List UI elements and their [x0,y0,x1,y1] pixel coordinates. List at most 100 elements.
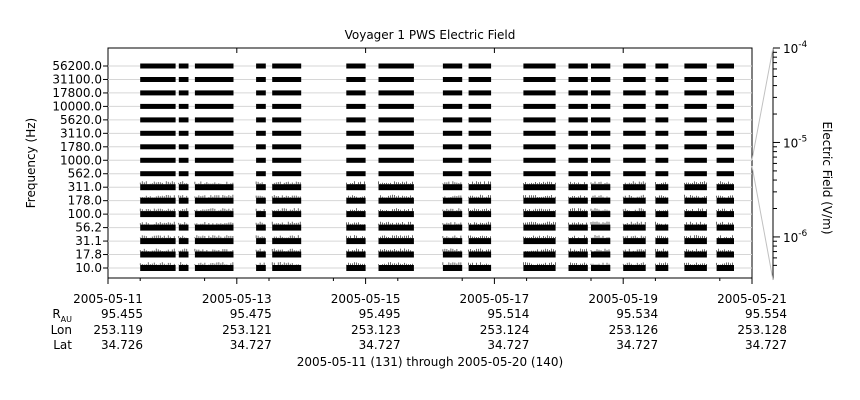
data-bar [568,238,588,245]
data-bar [655,63,669,69]
colorbar: 10-410-510-6 Electric Field (V/m) [751,40,834,281]
y-tick-label: 56200.0 [52,59,102,73]
data-bar [468,265,492,271]
data-bar-fringe [568,235,587,239]
data-bar-fringe [178,208,188,212]
data-bar-fringe [684,262,707,265]
data-bar [194,197,234,204]
y-axis-label: Frequency (Hz) [24,118,38,209]
data-bar [140,77,176,82]
y-tick-label: 31.1 [75,234,102,248]
data-bar-fringe [378,262,413,265]
data-bar [140,117,176,123]
data-bar [378,63,414,69]
data-bar [442,265,463,271]
data-bar-fringe [139,248,175,252]
data-bar [178,90,189,96]
ephem-value-r: 95.554 [745,307,787,321]
data-bar-fringe [346,235,365,239]
data-bar [272,63,302,69]
data-bar-fringe [590,262,610,265]
data-bar-fringe [442,195,462,198]
data-bar [442,117,463,123]
x-tick-label: 2005-05-19 [588,292,658,306]
ephem-value-lon: 253.119 [93,323,143,337]
data-bar [140,251,176,258]
data-bar [346,103,366,109]
data-bar [523,130,556,136]
data-bar-fringe [655,235,668,239]
data-bar-fringe [346,262,365,265]
data-bar-fringe [378,235,413,239]
data-bar-fringe [622,208,646,212]
ephem-value-lat: 34.726 [101,338,143,352]
data-bar-fringe [194,235,234,239]
data-bar-fringe [178,181,188,185]
data-bar [523,265,556,271]
data-bar-fringe [271,235,301,239]
data-bar [655,77,669,82]
data-bar [378,144,414,150]
data-bar [346,144,366,150]
data-bar-fringe [622,262,646,265]
data-bar-fringe [684,181,707,185]
data-bar [684,157,707,163]
y-tick-label: 31100.0 [52,72,102,86]
data-bar-fringe [378,208,413,212]
y-tick-label: 100.0 [68,207,102,221]
data-bar-fringe [716,221,733,225]
data-bars [139,63,734,271]
y-tick-label: 17800.0 [52,86,102,100]
data-bar [272,157,302,163]
ephem-value-lat: 34.727 [359,338,401,352]
data-bar [591,90,611,96]
data-bar [591,77,611,82]
data-bar [655,265,669,271]
data-bar [623,265,646,271]
data-bar [684,211,707,218]
data-bar [178,224,189,231]
data-bar [623,238,646,245]
data-bar-fringe [271,262,301,265]
data-bar-fringe [194,208,234,212]
colorbar-label: Electric Field (V/m) [820,121,834,234]
data-bar-fringe [255,235,265,239]
data-bar [272,184,302,191]
colorbar-tick-mantissa: 10 [783,136,798,150]
data-bar [378,117,414,123]
data-bar-fringe [255,248,265,252]
data-bar-fringe [255,221,265,225]
data-bar [468,157,492,163]
data-bar [716,144,734,150]
data-bar [442,130,463,136]
ephem-value-lon: 253.124 [480,323,530,337]
data-bar [194,184,234,191]
ephem-value-lat: 34.727 [616,338,658,352]
data-bar [346,238,366,245]
data-bar [194,251,234,258]
data-bar-fringe [139,195,175,198]
data-bar [272,224,302,231]
data-bar [591,130,611,136]
ephem-label-lat: Lat [53,338,72,352]
data-bar [523,224,556,231]
data-bar-fringe [590,235,610,239]
data-bar [346,197,366,204]
data-bar [346,224,366,231]
data-bar [684,130,707,136]
data-bar [468,224,492,231]
data-bar-fringe [592,195,610,198]
data-bar [256,144,266,150]
data-bar-fringe [716,181,733,185]
data-bar-fringe [255,181,265,185]
data-bar [194,224,234,231]
data-bar-fringe [139,262,175,265]
data-bar-fringe [684,194,707,198]
data-bar [178,157,189,163]
data-bar [623,103,646,109]
data-bar [655,90,669,96]
data-bar [378,171,414,177]
data-bar-fringe [523,221,556,225]
data-bar [140,144,176,150]
data-bar [568,211,588,218]
